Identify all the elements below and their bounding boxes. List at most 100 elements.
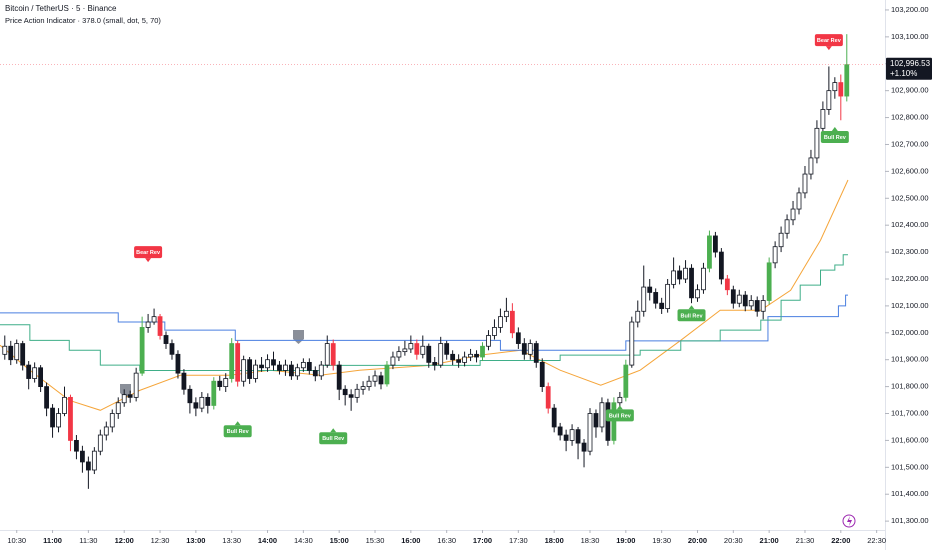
y-tick-label: 103,100.00 xyxy=(891,32,929,41)
candle-body xyxy=(342,388,348,396)
candle-body xyxy=(808,157,814,175)
signal-label: Bull Rev xyxy=(322,436,345,442)
candle-body xyxy=(713,235,718,253)
x-tick-label: 12:30 xyxy=(151,536,170,545)
x-tick-label: 15:30 xyxy=(366,536,385,545)
candle-body xyxy=(157,316,163,336)
y-tick-label: 102,300.00 xyxy=(891,247,929,256)
candle-body xyxy=(378,375,384,385)
candle-body xyxy=(593,413,599,428)
candle-body xyxy=(289,364,294,377)
candle-body xyxy=(730,289,736,304)
candle-body xyxy=(217,380,223,388)
candle-body xyxy=(605,402,611,441)
candle-body xyxy=(62,396,67,414)
y-tick-label: 101,300.00 xyxy=(891,516,929,525)
candle-body xyxy=(91,450,97,471)
candle-body xyxy=(253,364,258,379)
x-tick-label: 14:00 xyxy=(258,536,277,545)
candle-body xyxy=(121,394,127,404)
candle-body xyxy=(450,353,456,361)
icon[interactable] xyxy=(842,514,856,528)
signal-label: Bear Rev xyxy=(817,38,842,44)
candle-body xyxy=(492,327,497,336)
signal-label-pointer xyxy=(234,421,241,426)
candle-body xyxy=(760,300,766,312)
candle-body xyxy=(790,208,796,221)
candle-body xyxy=(486,335,491,347)
candle-body xyxy=(247,359,253,379)
x-tick-label: 16:30 xyxy=(437,536,456,545)
candle-body xyxy=(456,359,462,363)
signal-label-box xyxy=(820,130,849,143)
candle-body xyxy=(103,426,109,436)
candle-body xyxy=(671,270,677,285)
candle-body xyxy=(193,402,199,409)
symbol-title: Bitcoin / TetherUS · 5 · Binance xyxy=(5,4,117,13)
candle-body xyxy=(336,364,342,390)
x-tick-label: 11:00 xyxy=(43,536,62,545)
candle-body xyxy=(557,426,563,436)
last-price-change: +1.10% xyxy=(890,69,917,78)
candle-body xyxy=(211,380,217,406)
candle-body xyxy=(498,316,503,328)
candle-body xyxy=(390,356,396,366)
candle-body xyxy=(820,109,826,129)
x-tick-label: 14:30 xyxy=(294,536,313,545)
candle-body xyxy=(802,173,808,194)
candle-body xyxy=(115,402,121,414)
candle-body xyxy=(617,396,623,404)
candle-body xyxy=(402,348,408,353)
candle-body xyxy=(426,345,432,363)
candle-body xyxy=(659,302,665,309)
y-tick-label: 102,900.00 xyxy=(891,86,929,95)
candle-body xyxy=(199,396,205,409)
signal-label: Bull Rev xyxy=(681,313,704,319)
signal-label: Bull Rev xyxy=(824,135,847,141)
candle-body xyxy=(324,343,330,366)
candle-body xyxy=(844,64,850,97)
signal-label-pointer xyxy=(688,305,695,310)
signal-label: Bear Rev xyxy=(136,250,161,256)
candle-body xyxy=(414,343,420,355)
candle-body xyxy=(223,378,229,388)
indicator-title: Price Action Indicator · 378.0 (small, d… xyxy=(5,16,161,25)
candle-body xyxy=(826,90,832,110)
candle-body xyxy=(205,396,211,406)
candle-body xyxy=(97,434,103,452)
candle-body xyxy=(277,364,282,371)
candle-body xyxy=(372,375,378,382)
candle-body xyxy=(26,364,32,379)
candle-body xyxy=(707,235,712,269)
candle-body xyxy=(265,359,270,369)
candle-body xyxy=(587,413,593,452)
candle-body xyxy=(629,321,635,366)
y-tick-label: 102,500.00 xyxy=(891,193,929,202)
candle-body xyxy=(354,388,360,398)
candle-body xyxy=(718,251,724,280)
candle-body xyxy=(294,367,300,377)
signal-label-pointer xyxy=(831,126,838,131)
x-tick-label: 17:00 xyxy=(473,536,492,545)
y-tick-label: 102,400.00 xyxy=(891,220,929,229)
candle-body xyxy=(533,343,539,363)
candle-body xyxy=(742,294,748,307)
candle-body xyxy=(235,343,241,382)
x-tick-label: 16:00 xyxy=(401,536,420,545)
x-tick-label: 17:30 xyxy=(509,536,528,545)
signal-label-pointer xyxy=(616,405,623,410)
candle-body xyxy=(109,413,115,428)
signal-label-pointer xyxy=(145,258,152,263)
candle-body xyxy=(665,283,671,309)
candle-body xyxy=(38,367,44,388)
candle-body xyxy=(539,361,545,388)
x-tick-label: 11:30 xyxy=(79,536,97,545)
candle-body xyxy=(527,343,533,355)
candle-body xyxy=(420,345,426,355)
candle-body xyxy=(133,372,139,398)
candle-body xyxy=(50,407,55,428)
candle-body xyxy=(599,402,605,428)
candle-body xyxy=(330,343,336,366)
signal-label-box xyxy=(814,34,843,47)
